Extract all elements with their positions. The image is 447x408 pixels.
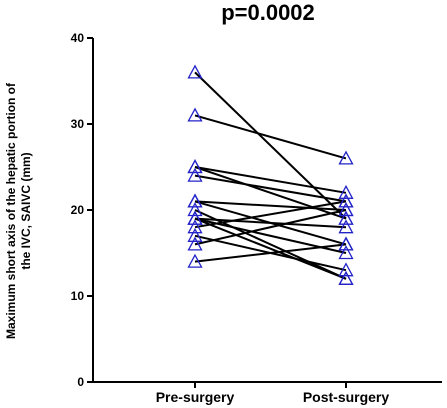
post-surgery-point [338,245,354,260]
axes [92,38,442,383]
y-tick-label: 30 [71,117,85,131]
pair-line [194,209,347,246]
y-tick-label: 20 [71,203,85,217]
pair-line [194,200,347,211]
pre-surgery-point [187,227,203,242]
data-markers [187,64,354,285]
x-category-labels: Pre-surgery Post-surgery [156,382,390,405]
paired-lines [194,71,347,280]
post-surgery-point [338,236,354,251]
y-tick-label: 0 [77,375,84,389]
pair-line [194,114,347,160]
pre-surgery-point [187,64,203,79]
post-surgery-point [338,219,354,234]
post-surgery-point [338,150,354,165]
pair-line [194,217,347,280]
post-surgery-point [338,184,354,199]
post-surgery-point [338,270,354,285]
y-tick-label: 40 [71,31,85,45]
chart-title: p=0.0002 [221,0,315,25]
y-tick-label: 10 [71,289,85,303]
post-surgery-point [338,202,354,217]
post-surgery-point [338,193,354,208]
post-surgery-point [338,262,354,277]
x-category-label: Post-surgery [303,389,390,405]
pre-surgery-point [187,159,203,174]
pre-surgery-point [187,253,203,268]
pair-line [194,200,347,229]
pre-surgery-point [187,193,203,208]
pair-line [194,174,347,203]
pre-surgery-point [187,210,203,225]
pair-line [194,209,347,280]
post-surgery-point [338,210,354,225]
pair-line [194,71,347,220]
pre-surgery-point [187,167,203,182]
pair-line [194,166,347,194]
y-axis-label: Maximum short axis of the hepatic portio… [4,82,33,339]
pre-surgery-point [187,202,203,217]
y-axis-label-line-1: Maximum short axis of the hepatic portio… [4,82,18,339]
pair-line [194,166,347,220]
pre-surgery-point [187,107,203,122]
x-category-label: Pre-surgery [156,389,235,405]
pre-surgery-point [187,219,203,234]
y-ticks: 0 10 20 30 40 [71,31,93,389]
pair-line [194,217,347,229]
pre-surgery-point [187,236,203,251]
pre-surgery-point [187,159,203,174]
pair-line [194,243,347,263]
y-axis-label-line-2: the IVC, SAIVC (mm) [19,152,33,269]
